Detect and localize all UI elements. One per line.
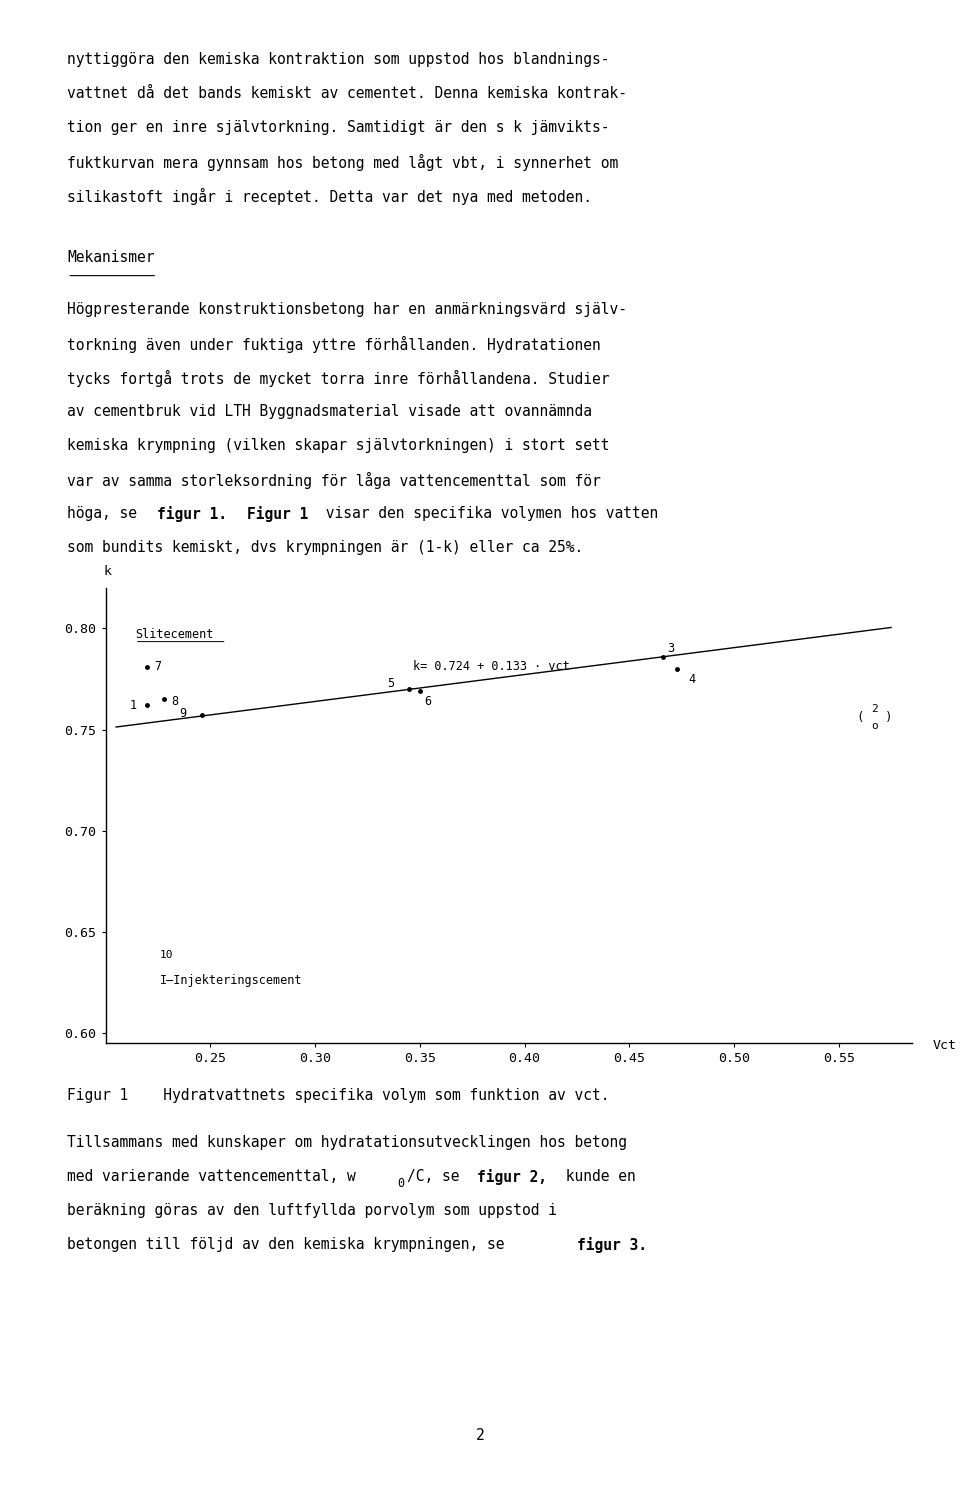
- Text: som bundits kemiskt, dvs krympningen är (1-k) eller ca 25%.: som bundits kemiskt, dvs krympningen är …: [67, 540, 584, 555]
- Text: fuktkurvan mera gynnsam hos betong med lågt vbt, i synnerhet om: fuktkurvan mera gynnsam hos betong med l…: [67, 154, 618, 172]
- Text: var av samma storleksordning för låga vattencementtal som för: var av samma storleksordning för låga va…: [67, 473, 601, 489]
- Text: k= 0.724 + 0.133 · vct: k= 0.724 + 0.133 · vct: [414, 659, 570, 673]
- Text: tycks fortgå trots de mycket torra inre förhållandena. Studier: tycks fortgå trots de mycket torra inre …: [67, 370, 610, 388]
- Text: /C, se: /C, se: [407, 1170, 468, 1185]
- Text: Tillsammans med kunskaper om hydratationsutvecklingen hos betong: Tillsammans med kunskaper om hydratation…: [67, 1135, 627, 1150]
- Text: av cementbruk vid LTH Byggnadsmaterial visade att ovannämnda: av cementbruk vid LTH Byggnadsmaterial v…: [67, 404, 592, 419]
- Text: tion ger en inre självtorkning. Samtidigt är den s k jämvikts-: tion ger en inre självtorkning. Samtidig…: [67, 121, 610, 136]
- Text: ): ): [885, 710, 892, 724]
- Text: höga, se: höga, se: [67, 506, 146, 521]
- Text: 4: 4: [688, 673, 696, 685]
- Text: nyttiggöra den kemiska kontraktion som uppstod hos blandnings-: nyttiggöra den kemiska kontraktion som u…: [67, 52, 610, 67]
- Text: vattnet då det bands kemiskt av cementet. Denna kemiska kontrak-: vattnet då det bands kemiskt av cementet…: [67, 87, 627, 101]
- Text: Figur 1: Figur 1: [248, 506, 308, 522]
- Text: 5: 5: [387, 676, 394, 689]
- Text: beräkning göras av den luftfyllda porvolym som uppstod i: beräkning göras av den luftfyllda porvol…: [67, 1204, 557, 1219]
- Text: Vct: Vct: [933, 1038, 957, 1052]
- Text: k: k: [104, 565, 111, 577]
- Text: Figur 1    Hydratvattnets specifika volym som funktion av vct.: Figur 1 Hydratvattnets specifika volym s…: [67, 1088, 610, 1103]
- Text: kunde en: kunde en: [558, 1170, 636, 1185]
- Text: 7: 7: [155, 661, 161, 673]
- Text: I—Injekteringscement: I—Injekteringscement: [160, 974, 302, 988]
- Text: 2: 2: [871, 704, 877, 715]
- Text: torkning även under fuktiga yttre förhållanden. Hydratationen: torkning även under fuktiga yttre förhål…: [67, 336, 601, 354]
- Text: 2: 2: [475, 1428, 485, 1443]
- Text: visar den specifika volymen hos vatten: visar den specifika volymen hos vatten: [317, 506, 659, 521]
- Text: silikastoft ingår i receptet. Detta var det nya med metoden.: silikastoft ingår i receptet. Detta var …: [67, 188, 592, 206]
- Text: 10: 10: [160, 950, 174, 961]
- Text: Högpresterande konstruktionsbetong har en anmärkningsvärd själv-: Högpresterande konstruktionsbetong har e…: [67, 303, 627, 318]
- Text: 3: 3: [667, 642, 675, 655]
- Text: o: o: [871, 721, 877, 731]
- Text: 6: 6: [424, 695, 432, 707]
- Text: 0: 0: [397, 1177, 404, 1191]
- Text: (: (: [856, 710, 864, 724]
- Text: betongen till följd av den kemiska krympningen, se: betongen till följd av den kemiska krymp…: [67, 1237, 514, 1252]
- Text: Slitecement: Slitecement: [135, 628, 213, 640]
- Text: 8: 8: [171, 695, 179, 707]
- Text: figur 3.: figur 3.: [577, 1237, 647, 1253]
- Text: 1: 1: [130, 698, 136, 712]
- Text: kemiska krympning (vilken skapar självtorkningen) i stort sett: kemiska krympning (vilken skapar självto…: [67, 439, 610, 454]
- Text: 9: 9: [180, 707, 186, 721]
- Text: figur 2,: figur 2,: [477, 1170, 547, 1186]
- Text: Mekanismer: Mekanismer: [67, 249, 155, 264]
- Text: figur 1.: figur 1.: [157, 506, 228, 522]
- Text: med varierande vattencementtal, w: med varierande vattencementtal, w: [67, 1170, 356, 1185]
